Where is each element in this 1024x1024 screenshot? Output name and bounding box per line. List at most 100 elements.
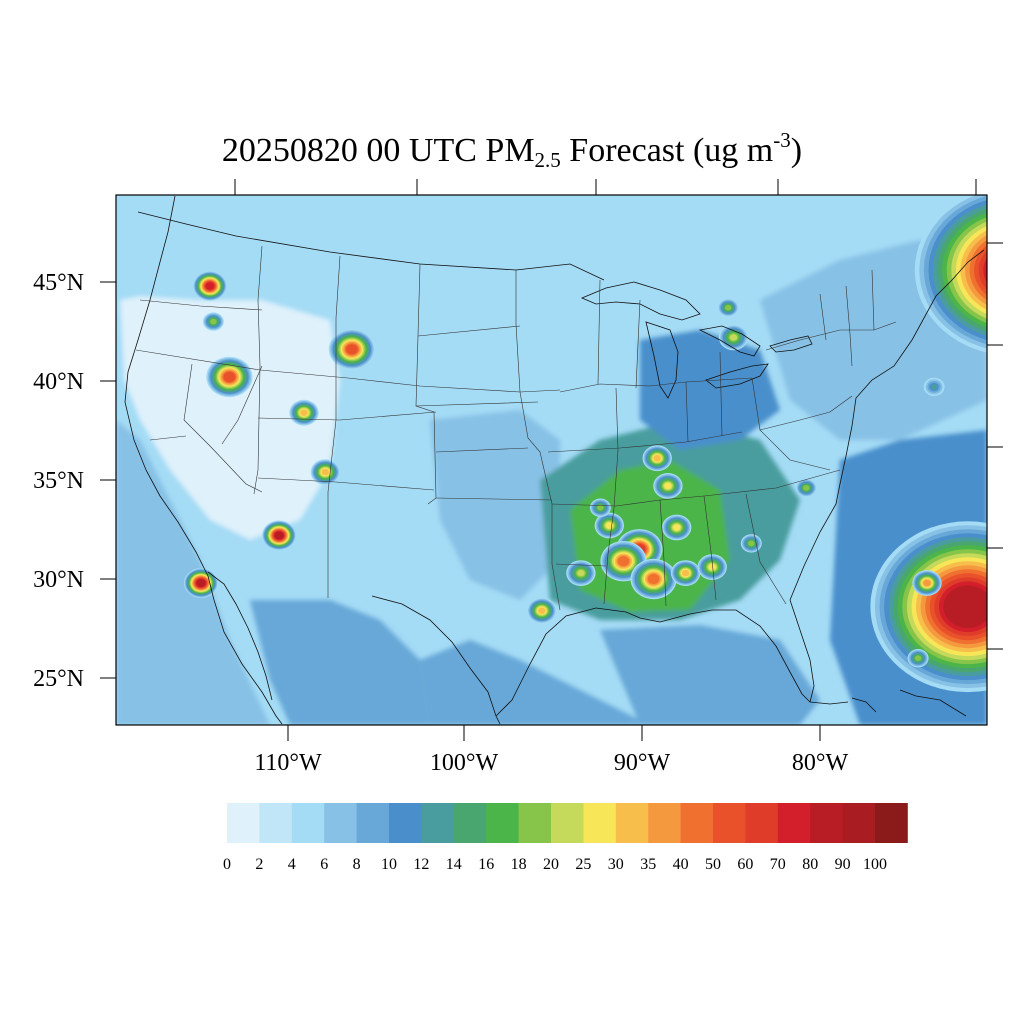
state-line-1 bbox=[135, 349, 561, 393]
colorbar-label-8: 16 bbox=[478, 856, 494, 873]
lon-label-90w: 90°W bbox=[614, 750, 671, 776]
map-title: 20250820 00 UTC PM2.5 Forecast (ug m-3) bbox=[0, 118, 1024, 182]
field-region-southwest-mexico bbox=[250, 600, 430, 725]
state-line-8 bbox=[415, 325, 553, 501]
title-suffix: ) bbox=[790, 132, 803, 169]
colorbar-label-18: 80 bbox=[802, 856, 818, 873]
hotspot-13-ring-9 bbox=[605, 522, 613, 529]
hotspot-6 bbox=[262, 520, 297, 551]
colorbar-label-16: 60 bbox=[737, 856, 753, 873]
hotspot-9 bbox=[718, 324, 749, 351]
colorbar-label-13: 35 bbox=[640, 856, 656, 873]
colorbar-label-14: 40 bbox=[673, 856, 689, 873]
colorbar-swatch-12 bbox=[615, 803, 649, 843]
hotspot-19-ring-8 bbox=[577, 569, 585, 577]
state-borders bbox=[135, 245, 897, 611]
colorbar-label-1: 2 bbox=[255, 856, 263, 873]
colorbar-swatch-15 bbox=[713, 803, 746, 843]
hotspot-10-ring-7 bbox=[725, 304, 732, 311]
field-region-gulf-offshore bbox=[600, 625, 820, 725]
colorbar-label-5: 10 bbox=[381, 856, 397, 873]
colorbar-label-0: 0 bbox=[223, 856, 231, 873]
title-middle: Forecast (ug m bbox=[560, 132, 774, 169]
colorbar-swatch-18 bbox=[810, 803, 843, 843]
hotspot-25-ring-11 bbox=[923, 579, 931, 587]
colorbar-label-17: 70 bbox=[770, 856, 786, 873]
hotspot-21-ring-7 bbox=[748, 540, 755, 547]
hotspot-17-ring-10 bbox=[681, 569, 690, 577]
hotspot-25 bbox=[912, 570, 942, 596]
colorbar-label-2: 4 bbox=[288, 856, 296, 873]
hotspot-layer bbox=[183, 195, 1024, 693]
hotspot-22 bbox=[795, 478, 817, 498]
canada-border bbox=[137, 211, 605, 281]
colorbar-swatch-14 bbox=[680, 803, 714, 843]
colorbar-label-11: 25 bbox=[575, 856, 591, 873]
lat-label-45: 45°N bbox=[33, 270, 84, 296]
title-prefix: 20250820 00 UTC PM bbox=[221, 132, 535, 169]
florida-keys bbox=[809, 689, 967, 717]
hotspot-16 bbox=[630, 558, 677, 600]
hotspot-22-ring-7 bbox=[803, 485, 810, 491]
hotspot-2 bbox=[202, 312, 224, 331]
lat-label-40: 40°N bbox=[33, 369, 84, 395]
colorbar-swatch-13 bbox=[648, 803, 681, 843]
hotspot-26 bbox=[907, 649, 929, 668]
field-region-great-basin bbox=[150, 372, 300, 500]
hotspot-28 bbox=[662, 514, 692, 541]
colorbar-label-10: 20 bbox=[543, 856, 559, 873]
hotspot-27-ring-7 bbox=[597, 504, 604, 511]
state-line-11 bbox=[551, 469, 841, 507]
colorbar-label-7: 14 bbox=[446, 856, 462, 873]
hotspot-8-ring-15 bbox=[983, 257, 987, 283]
state-line-2 bbox=[253, 245, 263, 495]
colorbar-swatch-16 bbox=[745, 803, 779, 843]
state-line-6 bbox=[415, 263, 437, 505]
field-region-ohio-valley bbox=[640, 330, 780, 450]
hotspot-23-ring-4 bbox=[930, 384, 938, 390]
colorbar-swatch-9 bbox=[518, 803, 552, 843]
lat-label-30: 30°N bbox=[33, 567, 84, 593]
colorbar-label-15: 50 bbox=[705, 856, 721, 873]
field-region-gulf-mexico-south bbox=[420, 640, 650, 725]
coastline-baja-gulf bbox=[207, 571, 273, 701]
hotspot-1-ring-13 bbox=[223, 371, 236, 383]
hotspot-5 bbox=[310, 459, 340, 485]
lat-labels: 45°N 40°N 35°N 30°N 25°N bbox=[33, 270, 84, 692]
hotspot-15 bbox=[600, 541, 647, 582]
state-line-9 bbox=[257, 411, 437, 491]
lon-label-80w: 80°W bbox=[792, 750, 849, 776]
colorbar-label-6: 12 bbox=[413, 856, 429, 873]
boundary-layer bbox=[124, 195, 985, 725]
lat-label-25: 25°N bbox=[33, 666, 84, 692]
hotspot-24 bbox=[870, 521, 987, 693]
hotspot-12 bbox=[653, 473, 683, 499]
colorbar bbox=[227, 803, 908, 843]
hotspot-20 bbox=[527, 597, 557, 624]
hotspot-2-ring-7 bbox=[210, 318, 217, 325]
colorbar-swatch-4 bbox=[356, 803, 390, 843]
colorbar-swatch-6 bbox=[421, 803, 455, 843]
hotspot-11-ring-10 bbox=[653, 455, 661, 462]
colorbar-swatch-7 bbox=[453, 803, 487, 843]
colorbar-swatch-11 bbox=[583, 803, 617, 843]
state-line-3 bbox=[139, 299, 263, 311]
hotspot-19 bbox=[566, 560, 596, 586]
hotspot-15-ring-12 bbox=[617, 556, 630, 567]
hotspot-28-ring-9 bbox=[673, 524, 681, 531]
title-subscript: 2.5 bbox=[534, 148, 561, 172]
hotspot-7 bbox=[183, 568, 219, 598]
colorbar-label-19: 90 bbox=[835, 856, 851, 873]
hotspot-18-ring-9 bbox=[708, 563, 716, 571]
hotspot-0 bbox=[192, 271, 227, 301]
hotspot-18 bbox=[697, 554, 727, 580]
hotspot-16-ring-12 bbox=[647, 573, 660, 585]
hotspot-0-ring-15 bbox=[205, 282, 215, 290]
colorbar-label-12: 30 bbox=[608, 856, 624, 873]
colorbar-label-9: 18 bbox=[511, 856, 527, 873]
colorbar-swatch-3 bbox=[324, 803, 357, 843]
hotspot-8-ring-16 bbox=[988, 249, 1024, 292]
hotspot-5-ring-10 bbox=[321, 468, 329, 476]
hotspot-17 bbox=[670, 560, 701, 586]
